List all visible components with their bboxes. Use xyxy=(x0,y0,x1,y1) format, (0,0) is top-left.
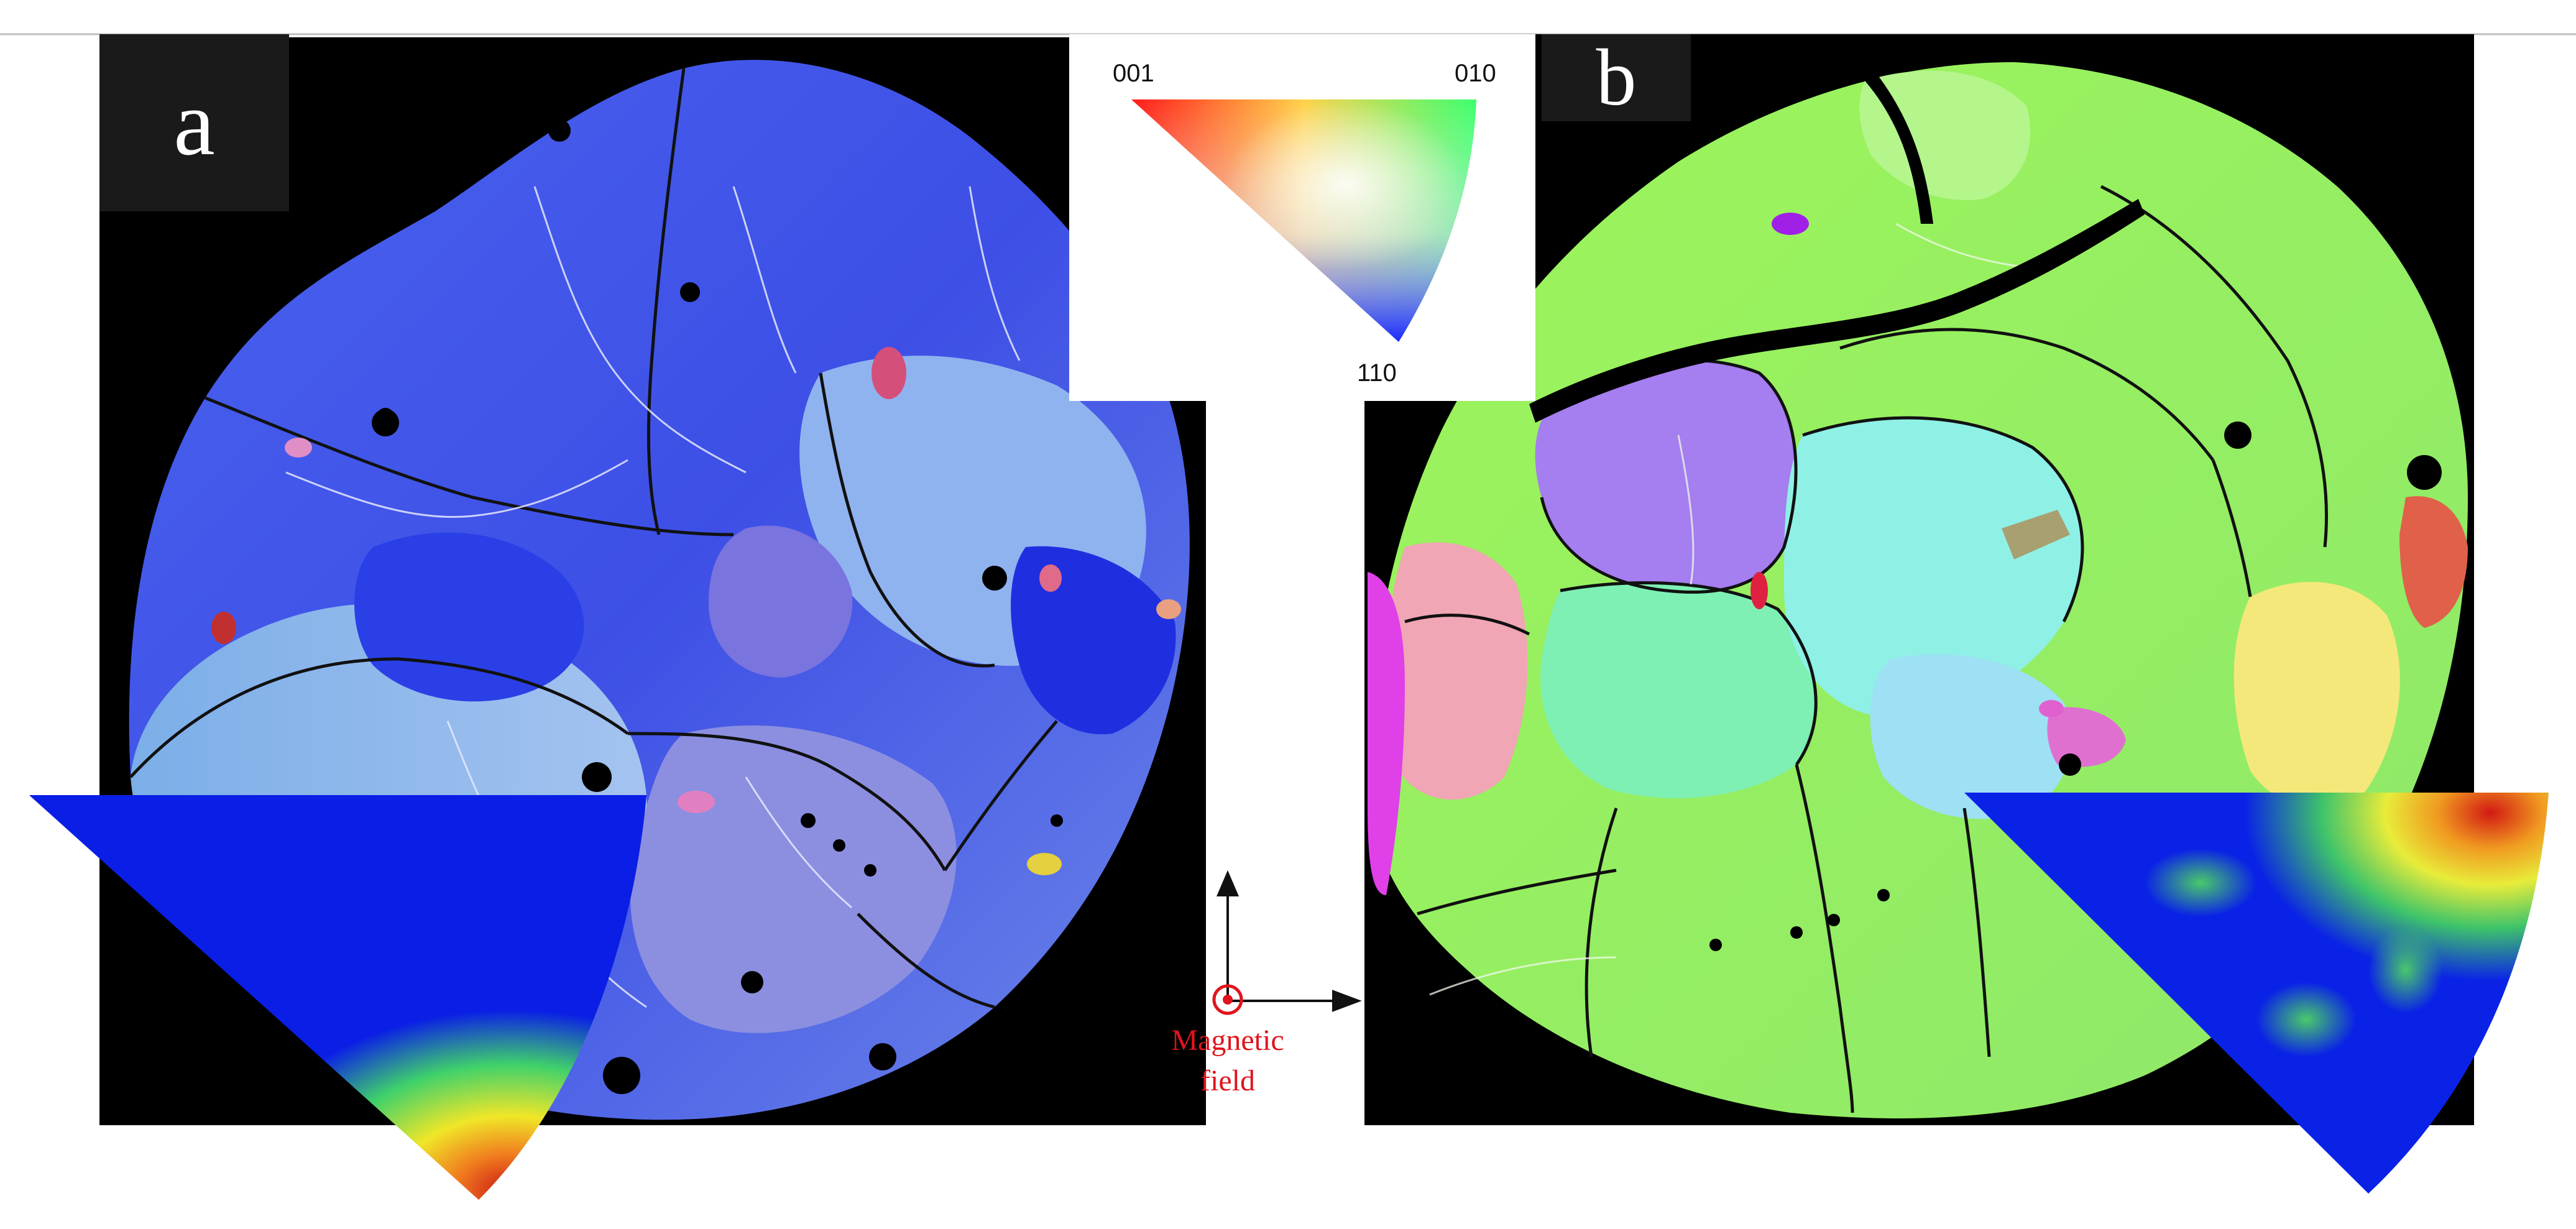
inverse-pole-figure-b xyxy=(1964,793,2549,1194)
map-b-grain-yellow xyxy=(2233,582,2400,809)
map-b-grain-lime-top xyxy=(1859,70,2031,200)
inverse-pole-figure-a xyxy=(30,795,646,1200)
map-a-unindexed-spots xyxy=(267,119,1063,1094)
map-b-unindexed-band xyxy=(1421,75,2442,1061)
map-b-grain-rose xyxy=(2047,707,2126,767)
map-b-grain-khaki xyxy=(2002,510,2070,559)
map-b-grain-orange xyxy=(2399,496,2468,628)
map-b-minor-grains xyxy=(1750,213,2064,717)
coordinate-axes-icon xyxy=(1216,870,1362,1012)
map-a-grain-blue-right xyxy=(1011,546,1176,735)
magnetic-field-label-line2: field xyxy=(1200,1064,1255,1097)
magnetic-field-label-line1: Magnetic xyxy=(1171,1024,1284,1057)
color-key-label-010: 010 xyxy=(1455,60,1496,87)
map-b-grain-violet xyxy=(1535,360,1796,592)
map-b-grain-skyblue xyxy=(1870,654,2071,819)
map-b-subgrain-boundaries xyxy=(1429,223,2027,996)
out-of-plane-field-icon xyxy=(1212,984,1243,1015)
map-b-grain-lightcyan xyxy=(1784,418,2082,716)
panel-label-a: a xyxy=(99,34,289,211)
map-a-grain-lavender xyxy=(709,525,853,678)
map-b-grain-magenta xyxy=(1368,572,1405,895)
map-b-grain-pink xyxy=(1385,542,1528,800)
ipf-color-key xyxy=(1069,34,1535,401)
color-key-label-001: 001 xyxy=(1113,60,1154,87)
color-key-label-110: 110 xyxy=(1357,359,1397,387)
panel-label-b: b xyxy=(1542,34,1691,121)
map-b-grain-aqua xyxy=(1540,582,1816,799)
map-a-minor-grains xyxy=(211,347,1181,875)
